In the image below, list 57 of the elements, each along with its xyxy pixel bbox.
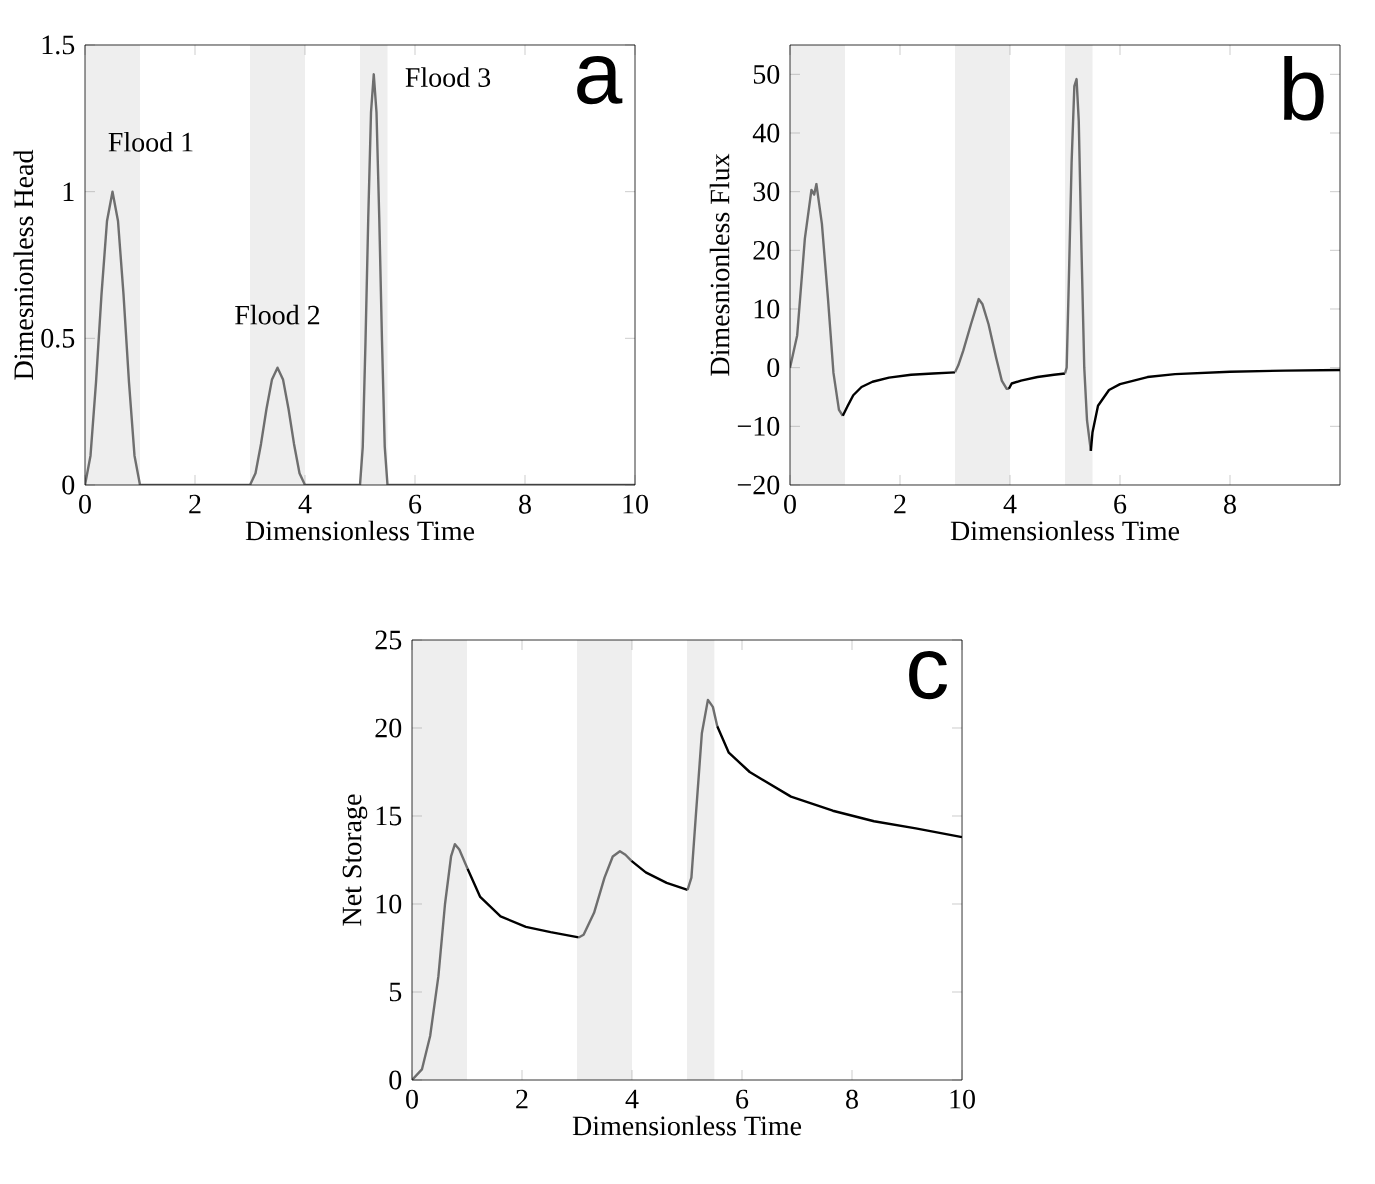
line-series <box>1063 77 1093 453</box>
annotation: b <box>1284 56 1324 121</box>
x-tick-label: 8 <box>846 1089 858 1109</box>
line-series <box>630 859 689 892</box>
y-tick-label: 50 <box>753 64 780 84</box>
y-tick-label: 20 <box>375 718 402 738</box>
y-tick-label: 25 <box>375 630 402 650</box>
x-tick-label: 10 <box>950 1089 975 1109</box>
line-series <box>841 371 957 417</box>
x-tick-label: 2 <box>516 1089 528 1109</box>
annotation: a <box>577 56 623 105</box>
y-axis-title: Dimesnionless Flux <box>709 153 730 376</box>
y-tick-label: 1.5 <box>42 35 75 55</box>
y-tick-label: −20 <box>737 475 780 495</box>
y-tick-label: 0 <box>62 475 75 495</box>
x-tick-label: 2 <box>189 494 201 514</box>
y-tick-label: 0 <box>767 358 780 378</box>
x-tick-label: 0 <box>79 494 91 514</box>
y-tick-label: 30 <box>753 182 780 202</box>
annotation: Flood 3 <box>405 67 491 87</box>
x-tick-label: 0 <box>406 1089 418 1109</box>
x-axis-title: Dimensionless Time <box>245 520 475 541</box>
x-axis-title: Dimensionless Time <box>950 520 1180 541</box>
x-tick-label: 6 <box>736 1089 749 1109</box>
y-tick-label: 0 <box>389 1070 402 1090</box>
line-series <box>466 867 580 939</box>
y-tick-label: 5 <box>389 982 402 1002</box>
x-tick-label: 6 <box>409 494 422 514</box>
line-series <box>1007 372 1067 390</box>
annotation: Flood 1 <box>108 131 193 152</box>
y-axis-title: Dimesnionless Head <box>13 149 34 380</box>
x-tick-label: 10 <box>623 494 648 514</box>
x-tick-label: 4 <box>625 1089 639 1109</box>
x-tick-label: 4 <box>298 494 312 514</box>
line-series <box>577 850 633 939</box>
y-tick-label: 20 <box>753 240 780 260</box>
y-axis-title: Net Storage <box>342 794 368 926</box>
line-series <box>412 842 469 1080</box>
y-tick-label: 10 <box>376 894 402 914</box>
annotation: c <box>909 651 948 700</box>
annotation: Flood 2 <box>235 304 320 325</box>
x-tick-label: 6 <box>1114 494 1127 514</box>
y-tick-label: 40 <box>752 123 780 143</box>
y-tick-label: 1 <box>63 182 74 201</box>
x-tick-label: 0 <box>784 494 796 514</box>
line-series <box>686 698 719 892</box>
y-tick-label: 15 <box>376 806 402 826</box>
x-axis-title: Dimensionless Time <box>572 1115 802 1136</box>
x-tick-label: 2 <box>894 494 906 514</box>
line-series <box>953 297 1011 390</box>
x-tick-label: 8 <box>519 494 531 514</box>
line-series <box>790 182 845 417</box>
y-tick-label: 10 <box>754 299 780 319</box>
y-tick-label: −10 <box>737 416 780 436</box>
x-tick-label: 8 <box>1224 494 1236 514</box>
x-tick-label: 4 <box>1003 494 1017 514</box>
y-tick-label: 0.5 <box>41 328 75 348</box>
